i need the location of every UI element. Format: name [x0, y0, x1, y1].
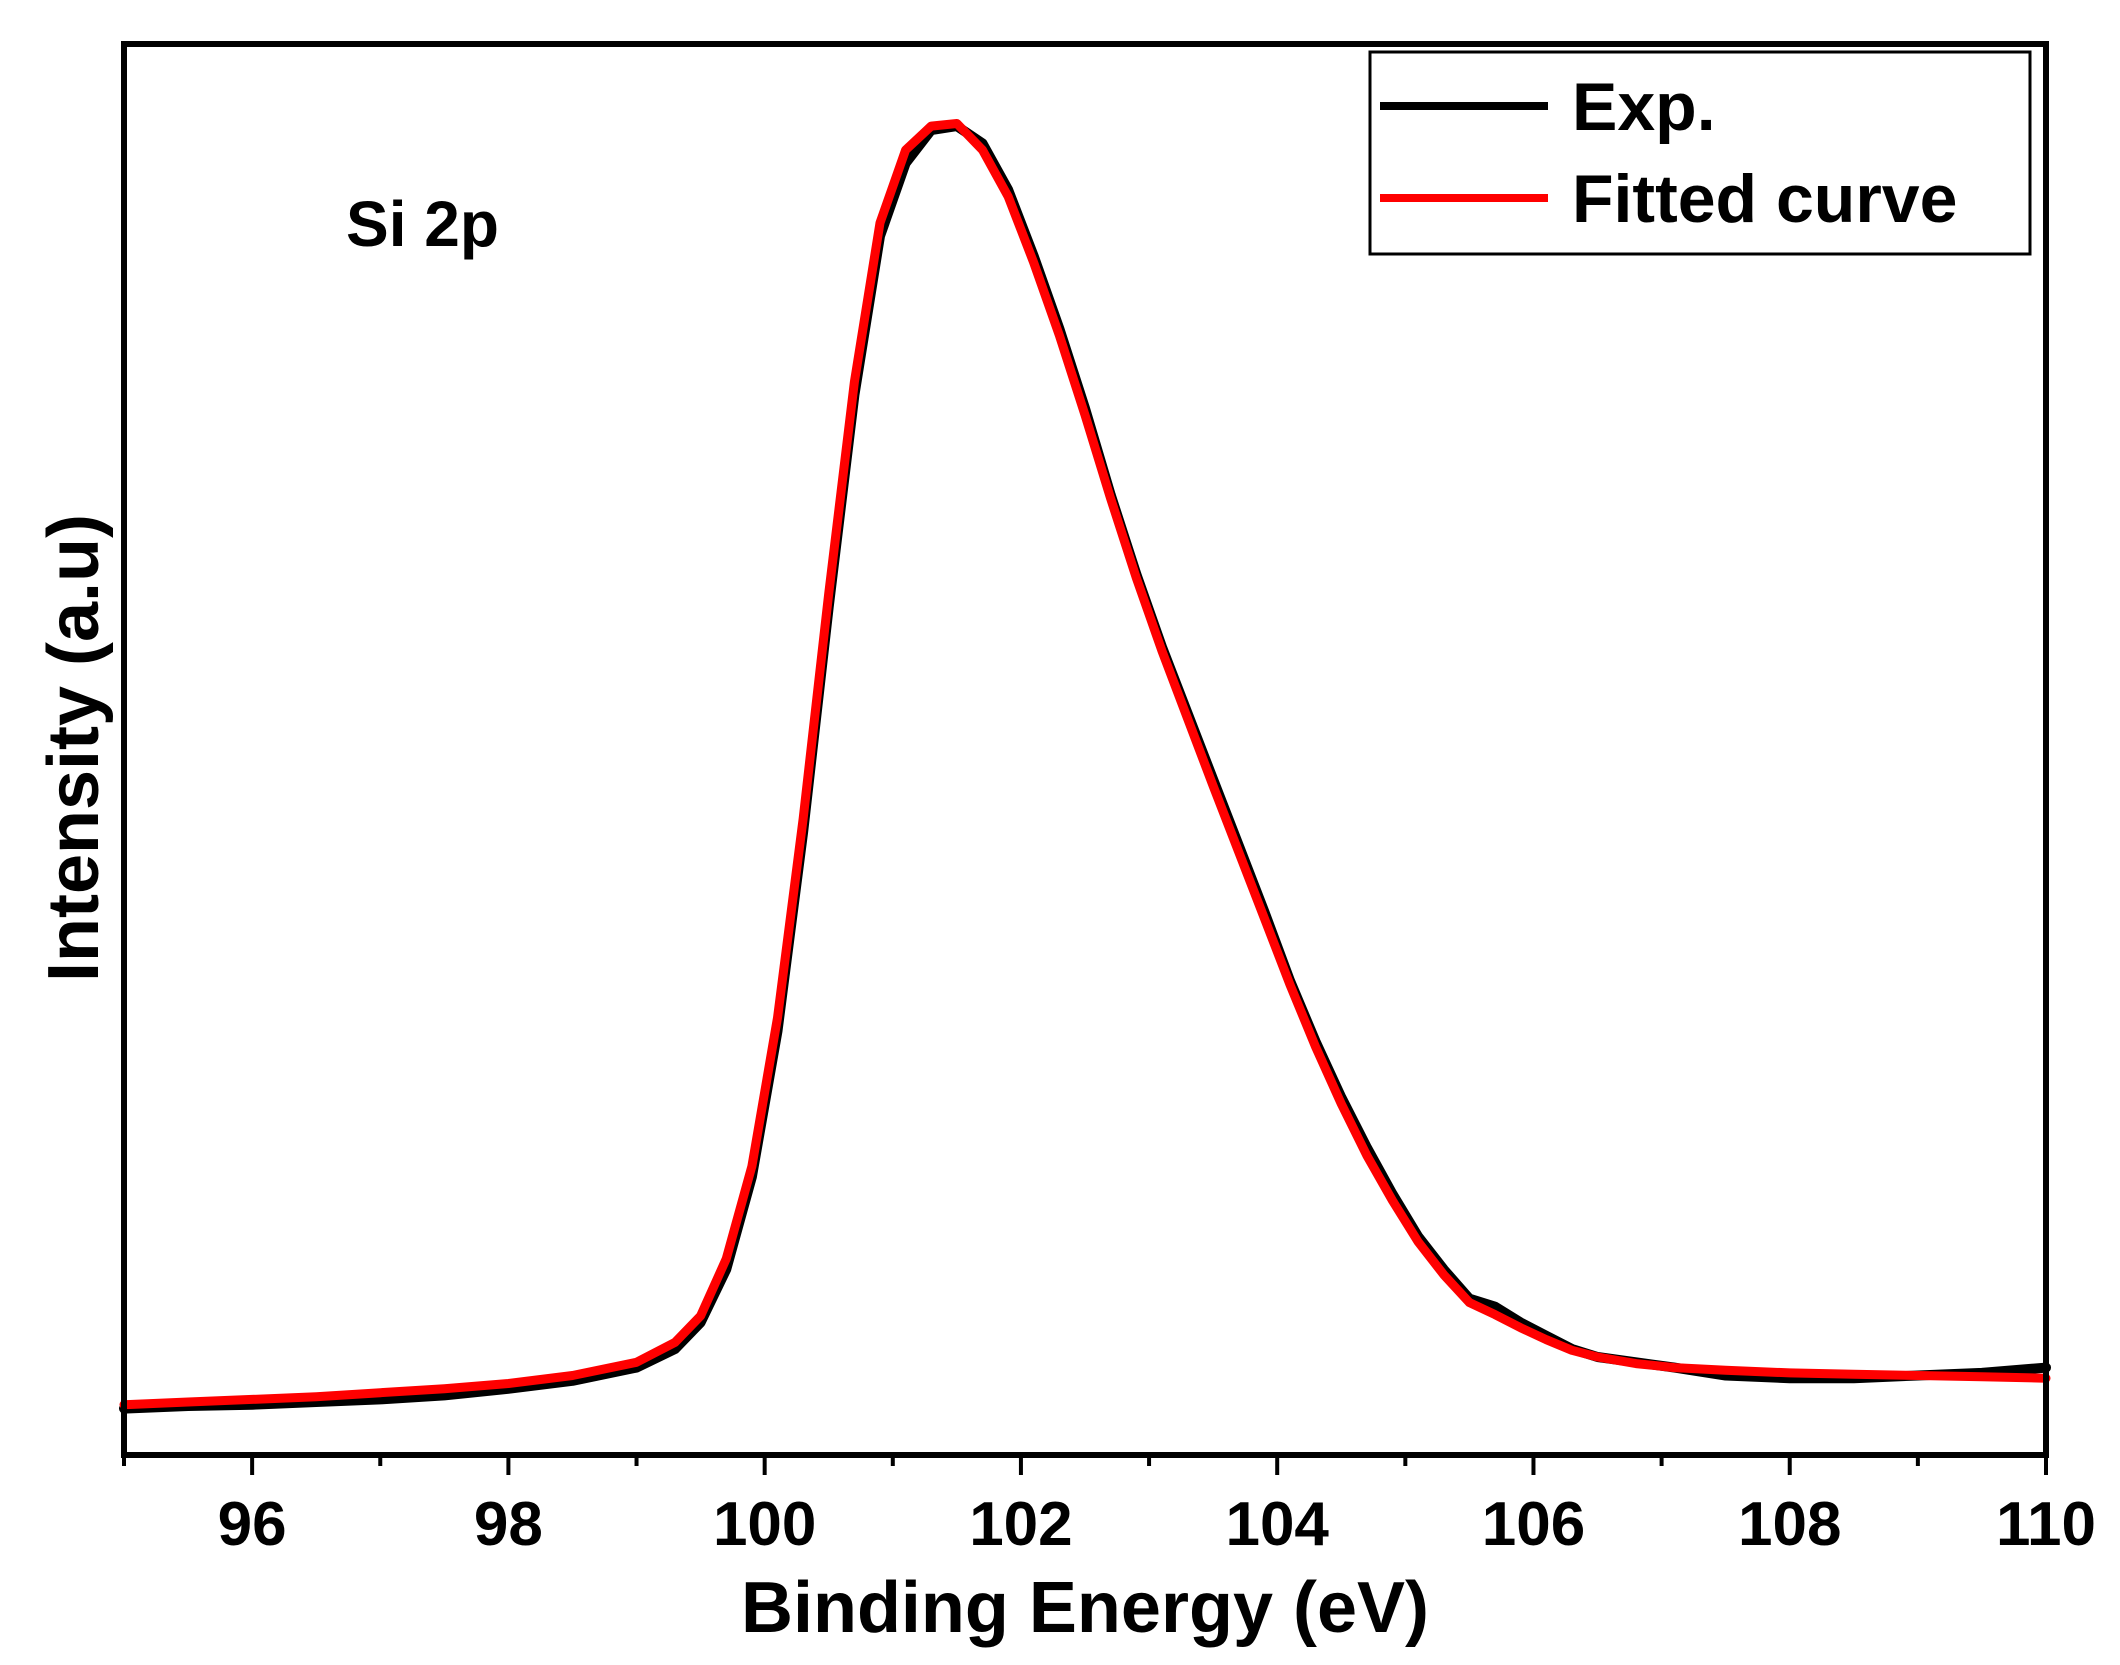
legend-label-fitted-curve: Fitted curve — [1572, 161, 1957, 237]
x-tick-label-98: 98 — [474, 1490, 543, 1559]
series-line-fitted-curve — [119, 119, 2051, 1410]
x-tick-label-96: 96 — [218, 1490, 287, 1559]
x-tick-label-110: 110 — [1996, 1490, 2096, 1559]
x-axis-ticks: 96 98 100 102 104 106 108 110 — [122, 1455, 2096, 1559]
x-tick-label-104: 104 — [1225, 1490, 1329, 1559]
series-layer — [119, 119, 2051, 1414]
x-tick-label-106: 106 — [1482, 1490, 1585, 1559]
x-tick-label-100: 100 — [713, 1490, 816, 1559]
legend: Exp. Fitted curve — [1368, 50, 2032, 256]
y-axis-title: Intensity (a.u) — [34, 514, 114, 982]
legend-box — [1368, 50, 2032, 256]
x-tick-label-108: 108 — [1738, 1490, 1841, 1559]
x-axis-title: Binding Energy (eV) — [741, 1568, 1429, 1648]
legend-label-exp: Exp. — [1572, 69, 1716, 145]
x-tick-label-102: 102 — [969, 1490, 1072, 1559]
plot-frame — [121, 41, 2049, 1458]
peak-annotation: Si 2p — [346, 188, 499, 260]
